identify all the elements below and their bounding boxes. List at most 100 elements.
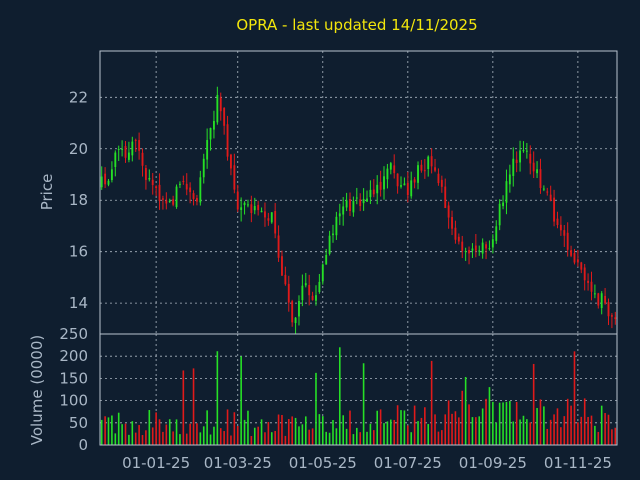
candle-body [434, 167, 436, 171]
volume-bar [223, 431, 225, 445]
candle-body [546, 191, 549, 193]
candle-body [386, 168, 389, 180]
candle-body [539, 169, 542, 188]
candle-body [216, 94, 219, 123]
candle-body [196, 198, 198, 202]
candle-body [461, 241, 464, 251]
candle-body [151, 179, 154, 186]
volume-bar [461, 390, 464, 445]
volume-bar [546, 428, 549, 445]
candle-body [178, 183, 181, 185]
candle-body [491, 239, 494, 248]
candle-body [243, 202, 246, 206]
candle-body [379, 181, 382, 190]
candle-body [287, 283, 290, 303]
candle-body [366, 198, 368, 202]
volume-bar [492, 401, 494, 445]
candle-body [481, 242, 484, 254]
candle-body [512, 158, 515, 177]
candle-body [607, 302, 610, 317]
price-panel-frame [99, 50, 618, 335]
volume-bar [471, 417, 474, 445]
volume-bar [321, 416, 324, 445]
volume-bar [424, 407, 426, 445]
volume-bar [182, 370, 185, 445]
candle-body [590, 281, 593, 292]
volume-bar [427, 424, 430, 445]
candle-body [253, 206, 256, 211]
volume-bar [522, 415, 525, 445]
candle-body [332, 233, 334, 236]
price-grid [100, 51, 617, 334]
candle-body [457, 236, 460, 242]
candle-body [107, 180, 110, 185]
volume-bar [413, 405, 416, 445]
volume-bar [250, 436, 253, 445]
candle-body [175, 186, 178, 207]
candle-body [525, 150, 528, 152]
volume-grid [100, 334, 617, 445]
candle-body [515, 159, 518, 164]
candle-body [471, 248, 474, 251]
volume-bar [383, 423, 385, 445]
volume-bar [345, 428, 348, 445]
x-tick-labels: 01-01-25 01-03-25 01-05-25 01-07-25 01-09-25… [122, 454, 612, 472]
volume-bar [393, 419, 396, 445]
volume-bar [138, 425, 140, 445]
volume-bar [560, 427, 562, 445]
volume-bar [430, 360, 433, 445]
volume-tick-label: 0 [78, 436, 88, 454]
candle-body [464, 250, 467, 252]
volume-bar [270, 432, 273, 445]
volume-bar [587, 416, 589, 445]
volume-bar [577, 422, 579, 445]
volume-bar [342, 415, 344, 445]
candle-body [236, 191, 239, 210]
candle-body [447, 205, 450, 218]
candle-body [383, 176, 385, 190]
candle-body [389, 163, 392, 170]
candle-body [355, 197, 358, 199]
volume-bar [277, 414, 280, 445]
candle-body [376, 184, 379, 194]
volume-bar [573, 351, 576, 445]
candle-body [614, 317, 617, 320]
candle-body [576, 259, 579, 263]
volume-bar [362, 363, 365, 445]
candle-body [325, 254, 328, 265]
volume-bar [509, 400, 511, 445]
volume-bar [209, 434, 212, 445]
candle-body [454, 227, 457, 240]
candle-body [335, 216, 338, 236]
volume-bar [359, 432, 362, 445]
volume-bar [226, 409, 229, 445]
candle-body [304, 283, 307, 286]
x-tick-label: 01-03-25 [204, 454, 272, 472]
candle-body [260, 210, 263, 213]
volume-bar [454, 411, 457, 445]
candle-body [328, 235, 331, 254]
candle-body [206, 140, 209, 160]
candle-body [559, 224, 562, 231]
volume-bar [526, 419, 528, 445]
volume-bar [495, 422, 498, 445]
volume-bar [512, 421, 515, 445]
volume-bar [196, 423, 198, 445]
x-tick-label: 01-05-25 [289, 454, 357, 472]
volume-bar [441, 430, 443, 445]
volume-bar [274, 430, 276, 445]
candle-body [291, 301, 294, 323]
candle-body [403, 183, 406, 186]
candle-body [400, 185, 402, 187]
volume-bar [267, 422, 270, 445]
candle-body [155, 186, 158, 189]
x-tick-label: 01-07-25 [374, 454, 442, 472]
candle-body [498, 203, 501, 226]
volume-bar [134, 432, 137, 445]
volume-tick-label: 50 [69, 414, 88, 432]
price-tick-labels: 14 16 18 20 22 [69, 88, 88, 312]
volume-bar [594, 425, 596, 445]
volume-bar [556, 408, 559, 445]
volume-tick-label: 150 [59, 369, 88, 387]
volume-bar [111, 415, 113, 445]
